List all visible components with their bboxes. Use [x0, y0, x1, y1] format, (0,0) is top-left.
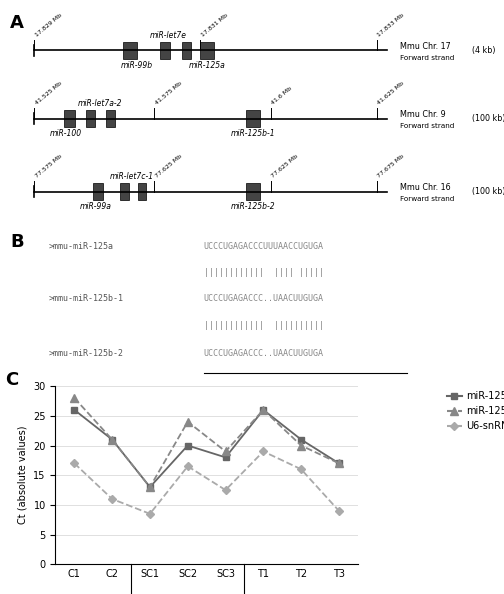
Text: Forward strand: Forward strand	[400, 124, 454, 129]
Text: 77.675 Mb: 77.675 Mb	[377, 154, 406, 179]
Text: 77.575 Mb: 77.575 Mb	[34, 154, 63, 179]
Text: 41.6 Mb: 41.6 Mb	[271, 86, 293, 106]
Bar	[86, 110, 95, 127]
Text: miR-99b: miR-99b	[120, 61, 153, 70]
Text: C: C	[5, 371, 18, 389]
Text: (100 kb): (100 kb)	[472, 114, 504, 124]
Text: 41.575 Mb: 41.575 Mb	[154, 81, 183, 106]
Text: miR-let7c-1: miR-let7c-1	[109, 172, 153, 181]
Bar	[106, 110, 114, 127]
Bar	[120, 183, 129, 200]
Bar	[65, 110, 75, 127]
Text: ||||||||||||  ||||||||||: |||||||||||| ||||||||||	[204, 321, 324, 330]
Text: miR-100: miR-100	[50, 129, 82, 138]
Bar	[160, 42, 170, 59]
Bar	[246, 110, 261, 127]
Text: miR-99a: miR-99a	[80, 202, 112, 211]
Text: 17.831 Mb: 17.831 Mb	[200, 12, 229, 37]
Text: Mmu Chr. 9: Mmu Chr. 9	[400, 110, 446, 119]
Text: Mmu Chr. 16: Mmu Chr. 16	[400, 183, 450, 192]
Text: UCCCUGAGACCC..UAACUUGUGA: UCCCUGAGACCC..UAACUUGUGA	[204, 295, 324, 304]
Text: 17.833 Mb: 17.833 Mb	[377, 12, 406, 37]
Text: (100 kb): (100 kb)	[472, 187, 504, 196]
Text: miR-125b-2: miR-125b-2	[231, 202, 276, 211]
Bar	[122, 42, 137, 59]
Text: (4 kb): (4 kb)	[472, 46, 495, 55]
Y-axis label: Ct (absolute values): Ct (absolute values)	[18, 426, 28, 525]
Text: Forward strand: Forward strand	[400, 55, 454, 61]
Text: UCCCUGAGACCC..UAACUUGUGA: UCCCUGAGACCC..UAACUUGUGA	[204, 349, 324, 358]
Bar	[182, 42, 191, 59]
Text: miR-let7a-2: miR-let7a-2	[78, 99, 122, 108]
Bar	[200, 42, 214, 59]
Text: B: B	[10, 233, 24, 251]
Text: ||||||||||||  |||| |||||: |||||||||||| |||| |||||	[204, 268, 324, 277]
Text: >mmu-miR-125b-2: >mmu-miR-125b-2	[49, 349, 124, 358]
Text: miR-125b-1: miR-125b-1	[231, 129, 276, 138]
Text: >mmu-miR-125b-1: >mmu-miR-125b-1	[49, 295, 124, 304]
Text: miR-let7e: miR-let7e	[150, 31, 187, 40]
Text: 41.625 Mb: 41.625 Mb	[377, 81, 405, 106]
Bar	[246, 183, 261, 200]
Legend: miR-125a, miR-125b, U6-snRNA: miR-125a, miR-125b, U6-snRNA	[443, 387, 504, 435]
Text: Mmu Chr. 17: Mmu Chr. 17	[400, 42, 450, 50]
Text: >mmu-miR-125a: >mmu-miR-125a	[49, 242, 114, 251]
Text: UCCCUGAGACCCUUUAACCUGUGA: UCCCUGAGACCCUUUAACCUGUGA	[204, 242, 324, 251]
Text: miR-125a: miR-125a	[189, 61, 226, 70]
Text: 17.829 Mb: 17.829 Mb	[34, 12, 63, 37]
Bar	[93, 183, 103, 200]
Text: 77.625 Mb: 77.625 Mb	[154, 154, 183, 179]
Bar	[138, 183, 147, 200]
Text: 77.625 Mb: 77.625 Mb	[271, 154, 299, 179]
Text: 41.525 Mb: 41.525 Mb	[34, 81, 63, 106]
Text: Forward strand: Forward strand	[400, 196, 454, 202]
Text: A: A	[10, 14, 24, 32]
